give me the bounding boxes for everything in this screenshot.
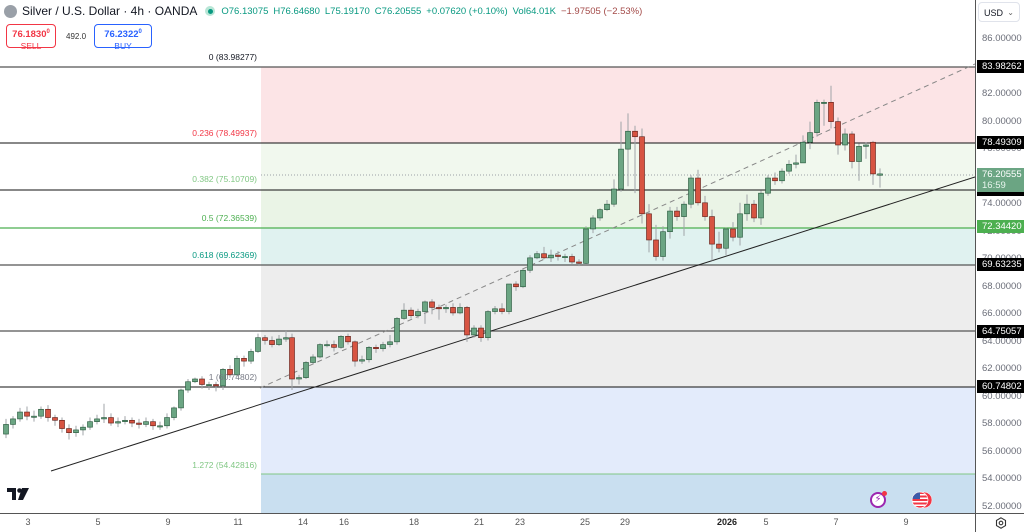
candlestick-series xyxy=(3,85,883,440)
current-price: 76.20555 xyxy=(982,169,1022,180)
fib-level-1272: 1.272 (54.42816) xyxy=(192,460,257,470)
sell-label: SELL xyxy=(20,41,42,52)
time-label: 5 xyxy=(763,517,769,527)
spread-value: 492.0 xyxy=(66,31,87,41)
price-tick: 52.00000 xyxy=(982,501,1022,512)
bar-countdown: 16:59 xyxy=(982,180,1006,191)
price-level-label: 72.34420 xyxy=(977,220,1024,234)
silver-symbol-icon xyxy=(4,4,17,18)
sell-button[interactable]: 76.18300 SELL xyxy=(6,24,56,52)
ohlc-high: H76.64680 xyxy=(273,5,320,17)
ohlc-low: L75.19170 xyxy=(324,5,370,17)
time-label: 2026 xyxy=(716,517,738,527)
price-level-label: 83.98262 xyxy=(977,60,1024,74)
time-label: 9 xyxy=(903,517,909,527)
fib-level-0618: 0.618 (69.62369) xyxy=(192,250,257,260)
tradingview-logo[interactable] xyxy=(7,488,31,502)
time-label: 23 xyxy=(514,517,526,527)
price-tick: 62.00000 xyxy=(982,363,1022,375)
trade-buttons: 76.18300 SELL 492.0 76.23220 BUY xyxy=(6,24,153,52)
price-tick: 64.00000 xyxy=(982,335,1022,347)
time-label: 25 xyxy=(579,517,591,527)
time-label: 7 xyxy=(833,517,839,527)
time-label: 3 xyxy=(25,517,31,527)
price-tick: 80.00000 xyxy=(982,115,1022,127)
sell-price: 76.1830 xyxy=(12,29,47,41)
price-tick: 68.00000 xyxy=(982,280,1022,292)
buy-label: BUY xyxy=(114,41,132,52)
price-tick: 56.00000 xyxy=(982,445,1022,457)
price-tick: 86.00000 xyxy=(982,33,1022,44)
buy-price: 76.2322 xyxy=(104,29,139,41)
price-level-label: 69.63235 xyxy=(977,257,1024,271)
price-level-label: 78.49309 xyxy=(977,135,1024,149)
currency-value: USD xyxy=(984,8,1004,18)
lightning-icon[interactable]: ⚡ xyxy=(870,491,887,508)
ohlc-open: O76.13075 xyxy=(221,5,269,17)
price-level-label: 60.74802 xyxy=(977,380,1024,394)
fib-level-05: 0.5 (72.36539) xyxy=(201,213,257,223)
fib-level-0382: 0.382 (75.10709) xyxy=(192,174,257,184)
chart-canvas[interactable] xyxy=(0,0,975,513)
currency-select[interactable]: USD ⌄ xyxy=(978,2,1020,22)
price-tick: 74.00000 xyxy=(982,198,1022,210)
price-tick: 58.00000 xyxy=(982,418,1022,430)
buy-button[interactable]: 76.23220 BUY xyxy=(94,24,153,52)
fib-level-1: 1 (60.74802) xyxy=(208,372,257,382)
price-axis[interactable]: 86.0000082.0000080.0000078.0000074.00000… xyxy=(975,0,1024,513)
ohlc-change: +0.07620 (+0.10%) xyxy=(426,5,508,17)
symbol-header: Silver / U.S. Dollar · 4h · OANDA O76.13… xyxy=(0,0,647,22)
price-level-label: 64.75057 xyxy=(977,324,1024,338)
time-label: 11 xyxy=(233,517,243,527)
symbol-title[interactable]: Silver / U.S. Dollar · 4h · OANDA xyxy=(22,4,198,18)
fib-level-0236: 0.236 (78.49937) xyxy=(192,128,257,138)
ohlc-close: C76.20555 xyxy=(374,5,422,17)
price-tick: 82.00000 xyxy=(982,88,1022,100)
time-label: 16 xyxy=(338,517,350,527)
us-flag-icon[interactable] xyxy=(910,491,934,509)
gear-icon xyxy=(995,517,1006,529)
chevron-down-icon: ⌄ xyxy=(1007,8,1014,17)
time-label: 18 xyxy=(408,517,420,527)
chart-area[interactable]: 0 (83.98277) 0.236 (78.49937) 0.382 (75.… xyxy=(0,0,975,513)
price-tick: 66.00000 xyxy=(982,308,1022,320)
fib-level-0: 0 (83.98277) xyxy=(208,52,257,62)
time-label: 21 xyxy=(473,517,485,527)
sell-price-sup: 0 xyxy=(46,29,50,35)
buy-price-sup: 0 xyxy=(138,29,142,35)
time-label: 5 xyxy=(95,517,101,527)
market-open-status-icon xyxy=(205,6,216,16)
chart-settings-button[interactable] xyxy=(975,513,1024,532)
price-tick: 60.00000 xyxy=(982,390,1022,402)
time-axis[interactable]: 3 5 9 11 14 16 18 21 23 25 29 2026 5 7 9 xyxy=(0,513,975,532)
time-label: 29 xyxy=(619,517,631,527)
volume-value: Vol64.01K xyxy=(512,5,556,17)
price-tick: 54.00000 xyxy=(982,473,1022,485)
volume-change: −1.97505 (−2.53%) xyxy=(560,5,643,17)
time-label: 9 xyxy=(165,517,171,527)
current-price-label: 76.20555 16:59 xyxy=(977,168,1024,192)
time-label: 14 xyxy=(297,517,309,527)
